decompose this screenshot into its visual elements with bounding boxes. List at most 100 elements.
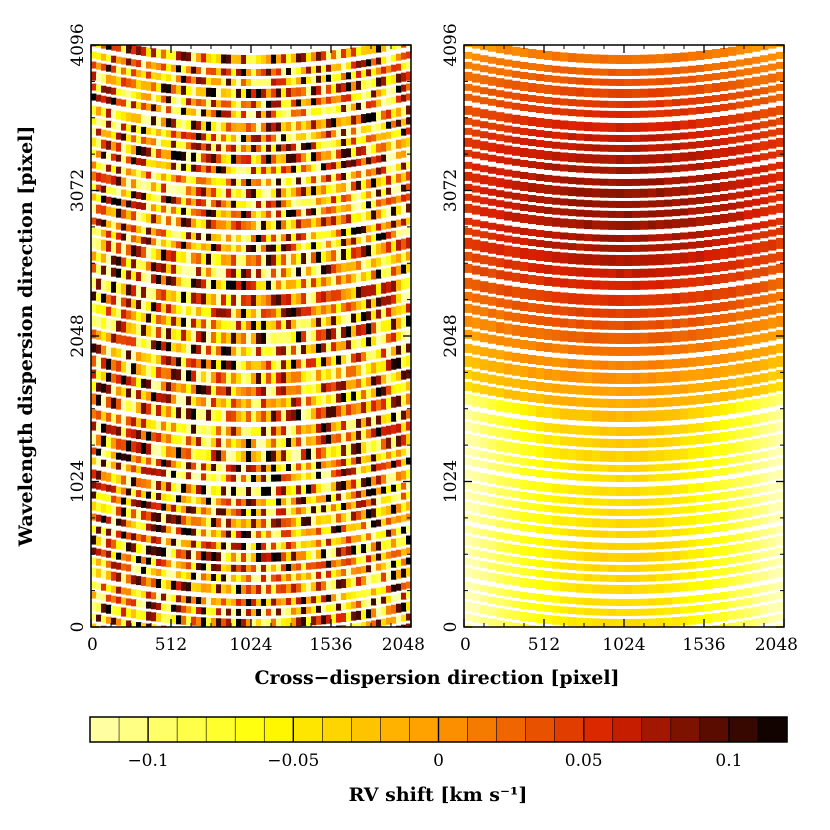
heatmap-cell xyxy=(131,91,137,99)
heatmap-cell xyxy=(241,254,247,266)
heatmap-cell xyxy=(512,102,521,110)
heatmap-cell xyxy=(361,378,367,388)
heatmap-cell xyxy=(281,426,287,436)
heatmap-cell xyxy=(544,382,553,392)
heatmap-cell xyxy=(321,461,327,469)
heatmap-cell xyxy=(111,109,117,119)
heatmap-cell xyxy=(261,426,267,436)
heatmap-cell xyxy=(472,305,481,315)
heatmap-cell xyxy=(371,112,377,122)
heatmap-cell xyxy=(768,471,777,481)
heatmap-cell xyxy=(241,210,247,218)
heatmap-cell xyxy=(608,474,617,482)
heatmap-cell xyxy=(206,243,212,251)
heatmap-cell xyxy=(296,279,302,289)
heatmap-cell xyxy=(592,360,601,370)
heatmap-cell xyxy=(126,428,132,438)
heatmap-cell xyxy=(116,176,122,186)
heatmap-cell xyxy=(291,233,297,241)
heatmap-cell xyxy=(648,244,657,252)
heatmap-cell xyxy=(568,473,577,481)
heatmap-cell xyxy=(251,387,257,396)
heatmap-cell xyxy=(301,209,307,217)
heatmap-cell xyxy=(151,314,157,324)
heatmap-cell xyxy=(396,357,402,369)
heatmap-cell xyxy=(712,327,721,339)
heatmap-cell xyxy=(512,490,521,498)
heatmap-cell xyxy=(356,246,362,258)
heatmap-cell xyxy=(336,139,342,147)
heatmap-cell xyxy=(166,434,172,444)
heatmap-cell xyxy=(156,204,162,212)
heatmap-cell xyxy=(321,251,327,263)
heatmap-cell xyxy=(528,229,537,237)
heatmap-cell xyxy=(191,484,197,494)
heatmap-cell xyxy=(688,197,697,205)
heatmap-cell xyxy=(386,461,392,469)
heatmap-cell xyxy=(688,291,697,303)
heatmap-cell xyxy=(391,346,397,356)
heatmap-cell xyxy=(552,65,561,73)
heatmap-cell xyxy=(316,241,322,249)
heatmap-cell xyxy=(316,581,322,591)
heatmap-cell xyxy=(381,308,387,318)
heatmap-cell xyxy=(221,474,227,482)
heatmap-cell xyxy=(286,210,292,218)
heatmap-cell xyxy=(181,447,187,459)
heatmap-cell xyxy=(600,178,609,186)
heatmap-cell xyxy=(592,166,601,174)
heatmap-cell xyxy=(544,434,553,444)
heatmap-cell xyxy=(131,631,136,638)
heatmap-cell xyxy=(151,558,157,566)
heatmap-cell xyxy=(106,140,112,150)
heatmap-cell xyxy=(736,125,745,133)
heatmap-cell xyxy=(316,107,322,115)
heatmap-cell xyxy=(156,558,162,566)
heatmap-cell xyxy=(226,294,232,306)
heatmap-cell xyxy=(321,119,327,129)
heatmap-cell xyxy=(728,92,737,100)
heatmap-cell xyxy=(311,292,317,304)
heatmap-cell xyxy=(592,464,601,472)
heatmap-cell xyxy=(624,360,633,370)
heatmap-cell xyxy=(136,378,142,388)
heatmap-cell xyxy=(231,144,237,152)
heatmap-cell xyxy=(246,321,252,330)
heatmap-cell xyxy=(744,428,753,438)
heatmap-cell xyxy=(536,118,545,128)
heatmap-cell xyxy=(306,562,312,570)
heatmap-cell xyxy=(121,619,127,627)
heatmap-cell xyxy=(181,277,187,287)
heatmap-cell xyxy=(752,45,761,52)
heatmap-cell xyxy=(401,106,407,116)
heatmap-cell xyxy=(688,175,697,183)
heatmap-cell xyxy=(201,573,207,581)
heatmap-cell xyxy=(584,464,593,472)
heatmap-cell xyxy=(472,95,481,103)
heatmap-cell xyxy=(251,69,257,76)
heatmap-cell xyxy=(166,560,172,568)
heatmap-cell xyxy=(512,272,521,282)
heatmap-cell xyxy=(91,601,97,611)
heatmap-cell xyxy=(101,527,107,535)
heatmap-cell xyxy=(366,59,372,67)
heatmap-cell xyxy=(101,195,107,203)
heatmap-cell xyxy=(406,469,411,479)
heatmap-cell xyxy=(266,508,272,516)
heatmap-cell xyxy=(488,398,497,410)
heatmap-cell xyxy=(256,294,262,306)
heatmap-cell xyxy=(156,546,162,556)
heatmap-cell xyxy=(311,436,317,446)
heatmap-cell xyxy=(356,260,362,270)
heatmap-cell xyxy=(728,418,737,428)
heatmap-cell xyxy=(96,278,102,290)
heatmap-cell xyxy=(226,564,232,572)
heatmap-cell xyxy=(221,210,227,218)
heatmap-cell xyxy=(632,372,641,384)
heatmap-cell xyxy=(504,113,513,123)
heatmap-cell xyxy=(381,98,387,106)
heatmap-cell xyxy=(136,236,142,244)
heatmap-cell xyxy=(221,54,227,64)
heatmap-cell xyxy=(608,450,617,462)
